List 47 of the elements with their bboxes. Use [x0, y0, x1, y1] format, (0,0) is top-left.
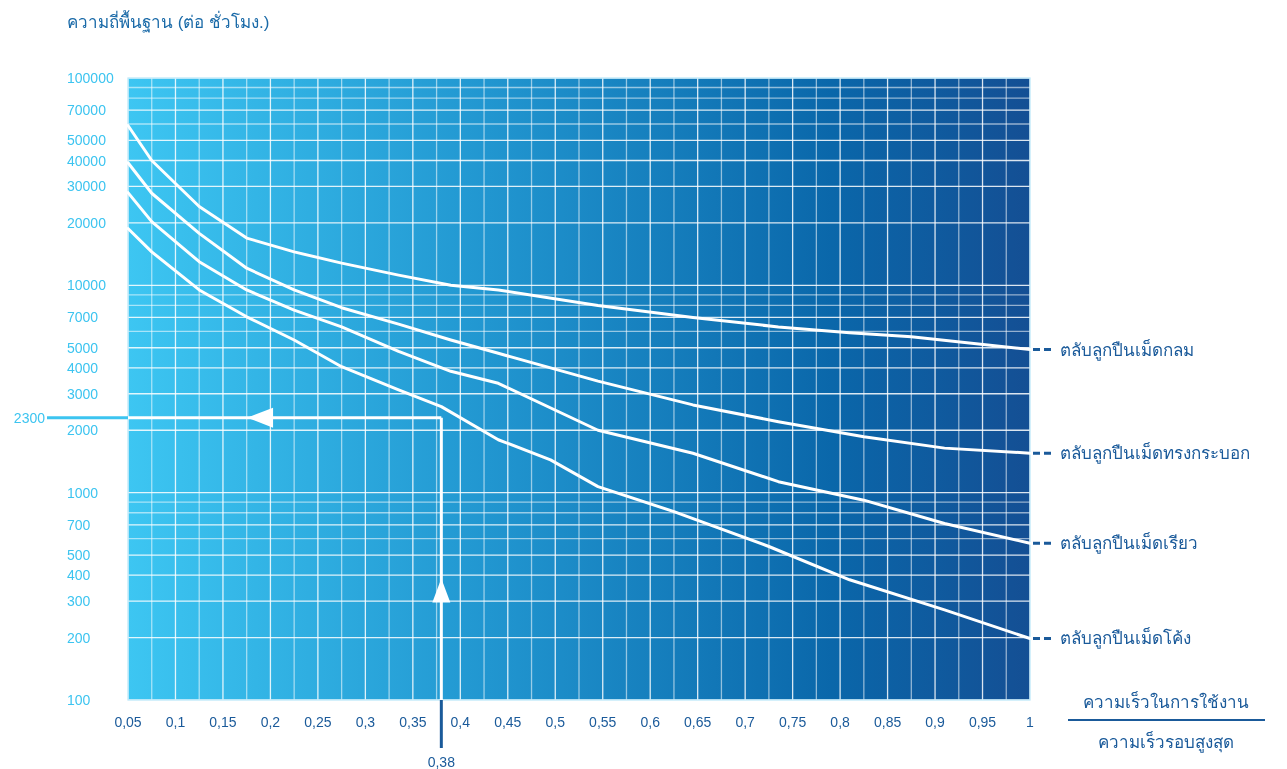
x-tick-label: 0,05	[114, 714, 142, 730]
series-label: ตลับลูกปืนเม็ดโค้ง	[1060, 627, 1191, 650]
text: ความเร็วในการใช้งาน ความเร็วรอบสูงสุด	[1083, 693, 1249, 752]
series-label: ตลับลูกปืนเม็ดกลม	[1060, 338, 1194, 361]
y-tick-label: 10000	[67, 277, 107, 294]
y-tick-label: 300	[67, 593, 91, 610]
x-tick-label: 0,55	[589, 714, 617, 730]
y-tick-label: 70000	[67, 102, 107, 119]
y-tick-label: 500	[67, 547, 91, 564]
x-tick-label: 0,3	[355, 714, 376, 730]
x-tick-label: 0,75	[779, 714, 807, 730]
y-tick-label: 200	[67, 629, 91, 646]
x-tick-label: 0,65	[684, 714, 712, 730]
y-tick-label: 40000	[67, 152, 107, 169]
series-label: ตลับลูกปืนเม็ดเรียว	[1060, 532, 1198, 555]
y-tick-label: 400	[67, 567, 91, 584]
x-tick-label: 0,1	[165, 714, 186, 730]
y-tick-label: 5000	[67, 339, 99, 356]
y-tick-label: 7000	[67, 309, 99, 326]
x-tick-label: 0,2	[260, 714, 281, 730]
y-tick-label: 1000	[67, 484, 99, 501]
y-tick-label: 50000	[67, 132, 107, 149]
series-label: ตลับลูกปืนเม็ดทรงกระบอก	[1060, 442, 1250, 465]
x-tick-label: 0,9	[925, 714, 945, 730]
y-tick-label: 4000	[67, 359, 99, 376]
x-tick-label: 0,95	[968, 714, 997, 730]
x-tick-label: 0,45	[494, 714, 522, 730]
y-tick-label: 100	[67, 692, 91, 708]
x-tick-label: 1	[1026, 714, 1035, 730]
x-tick-label: 0,7	[735, 714, 756, 730]
y-tick-label: 100000	[67, 70, 114, 86]
y-tick-label: 700	[67, 516, 91, 533]
y-tick-label: 20000	[67, 214, 107, 231]
y-axis-title: ความถี่พื้นฐาน (ต่อ ชั่วโมง.)	[67, 10, 270, 33]
x-tick-label: 0,6	[640, 714, 661, 730]
x-tick-label: 0,35	[399, 714, 427, 730]
x-tick-label: 0,8	[830, 714, 851, 730]
ref-line-label: 0,38	[427, 754, 456, 769]
y-tick-label: 2000	[67, 422, 99, 439]
x-tick-label: 0,5	[545, 714, 566, 730]
y-tick-label: 3000	[67, 385, 99, 402]
y-tick-label: 30000	[67, 178, 107, 195]
x-tick-label: 0,85	[873, 714, 902, 730]
x-tick-label: 0,25	[304, 714, 332, 730]
x-tick-label: 0,4	[450, 714, 471, 730]
x-tick-label: 0,15	[209, 714, 237, 730]
ref-line-label: 2300	[13, 409, 46, 426]
